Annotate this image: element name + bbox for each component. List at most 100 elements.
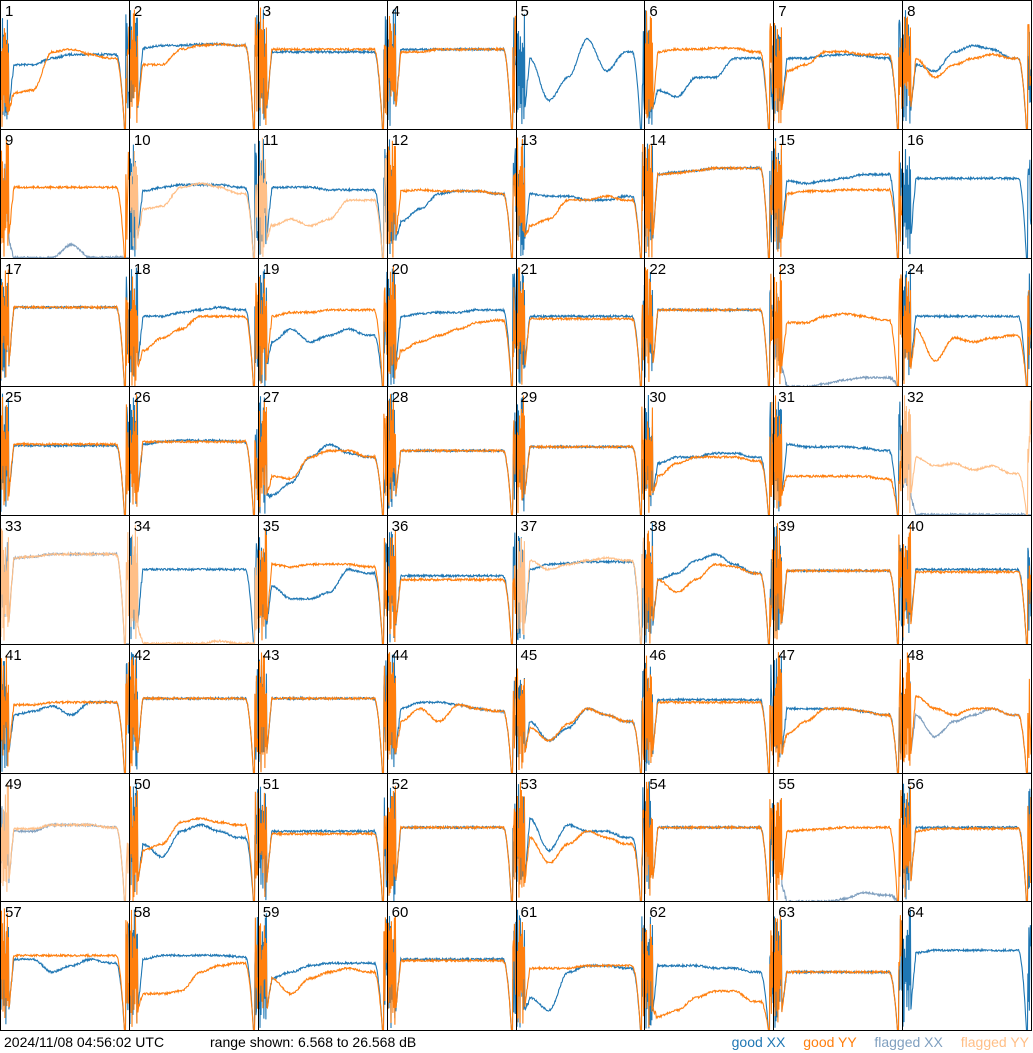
bandpass-plot	[388, 387, 516, 515]
antenna-panel-28: 28	[387, 387, 517, 516]
good-xx-trace	[259, 139, 387, 258]
good-yy-trace	[903, 17, 1031, 129]
antenna-number: 20	[391, 260, 409, 278]
antenna-number: 50	[133, 775, 151, 793]
bandpass-plot	[517, 902, 645, 1030]
antenna-number: 63	[778, 904, 795, 922]
antenna-number: 41	[5, 646, 22, 664]
bandpass-plot	[774, 516, 902, 644]
antenna-number: 7	[778, 3, 787, 20]
bandpass-plot	[388, 1, 516, 129]
good-yy-trace	[259, 918, 387, 1030]
antenna-panel-23: 23	[774, 258, 904, 388]
good-yy-trace	[517, 781, 645, 901]
bandpass-plot	[388, 130, 516, 258]
good-yy-trace	[645, 267, 773, 386]
good-xx-trace	[130, 397, 258, 515]
good-yy-trace	[1, 397, 129, 515]
good-yy-trace	[259, 276, 387, 386]
good-xx-trace	[903, 534, 1031, 644]
good-xx-trace	[1, 661, 129, 773]
good-xx-trace	[1, 276, 129, 386]
bandpass-plot	[645, 130, 773, 258]
good-xx-trace	[645, 917, 773, 1030]
good-yy-trace	[388, 785, 516, 901]
legend-flagged-xx: flagged XX	[874, 1034, 943, 1050]
antenna-panel-7: 7	[774, 1, 904, 130]
flagged-yy-trace	[1, 529, 129, 644]
bandpass-plot	[903, 1, 1031, 129]
antenna-number: 26	[133, 389, 151, 407]
antenna-number: 51	[262, 775, 280, 793]
good-xx-trace	[388, 394, 516, 515]
good-xx-trace	[903, 268, 1031, 386]
good-xx-trace	[259, 659, 387, 772]
antenna-number: 53	[520, 775, 538, 793]
antenna-number: 25	[5, 389, 22, 407]
flagged-yy-trace	[259, 138, 387, 258]
bandpass-plot	[903, 645, 1031, 773]
antenna-panel-53: 53	[516, 773, 646, 903]
antenna-panel-15: 15	[774, 129, 904, 259]
bandpass-plot	[130, 516, 258, 644]
bandpass-plot	[388, 645, 516, 773]
bandpass-plot	[517, 130, 645, 258]
antenna-number: 1	[5, 3, 14, 20]
antenna-panel-39: 39	[774, 516, 904, 645]
bandpass-plot	[774, 774, 902, 902]
flagged-xx-trace	[1, 159, 129, 257]
bandpass-plot	[645, 774, 773, 902]
antenna-panel-56: 56	[903, 773, 1032, 903]
bandpass-plot	[774, 259, 902, 387]
good-xx-trace	[130, 10, 258, 129]
good-yy-trace	[517, 396, 645, 515]
antenna-panel-25: 25	[1, 387, 130, 516]
good-xx-trace	[517, 139, 645, 257]
good-yy-trace	[774, 141, 902, 258]
bandpass-plot	[388, 259, 516, 387]
good-xx-trace	[388, 268, 516, 386]
bandpass-plot	[388, 774, 516, 902]
bandpass-plot	[903, 259, 1031, 387]
good-xx-trace	[903, 783, 1031, 901]
antenna-panel-1: 1	[1, 1, 130, 130]
antenna-number: 23	[778, 260, 795, 278]
good-yy-trace	[130, 276, 258, 386]
antenna-panel-9: 9	[1, 129, 130, 259]
good-yy-trace	[774, 265, 902, 386]
antenna-panel-19: 19	[258, 258, 388, 388]
antenna-number: 2	[133, 3, 143, 20]
good-xx-trace	[130, 267, 258, 386]
antenna-panel-50: 50	[129, 773, 259, 903]
antenna-panel-4: 4	[387, 1, 517, 130]
antenna-number: 54	[649, 775, 667, 793]
antenna-panel-41: 41	[1, 644, 130, 774]
bandpass-plot	[645, 902, 773, 1030]
bandpass-plot	[1, 259, 129, 387]
antenna-number: 4	[391, 3, 400, 20]
antenna-panel-51: 51	[258, 773, 388, 903]
good-xx-trace	[388, 652, 516, 772]
good-yy-trace	[774, 915, 902, 1030]
antenna-number: 35	[262, 518, 280, 535]
antenna-panel-21: 21	[516, 258, 646, 388]
antenna-panel-43: 43	[258, 644, 388, 774]
legend: good XX good YY flagged XX flagged YY	[718, 1032, 1029, 1053]
antenna-panel-38: 38	[645, 516, 775, 645]
antenna-panel-46: 46	[645, 644, 775, 774]
good-yy-trace	[774, 652, 902, 773]
antenna-panel-48: 48	[903, 644, 1032, 774]
bandpass-plot	[645, 1, 773, 129]
bandpass-plot	[517, 645, 645, 773]
good-yy-trace	[388, 394, 516, 515]
antenna-panel-57: 57	[1, 902, 130, 1031]
good-yy-trace	[1, 269, 129, 386]
antenna-panel-34: 34	[129, 516, 259, 645]
good-yy-trace	[1, 138, 129, 258]
antenna-panel-6: 6	[645, 1, 775, 130]
antenna-number: 28	[391, 389, 409, 407]
bandpass-plot	[130, 774, 258, 902]
good-xx-trace	[130, 783, 258, 901]
antenna-panel-5: 5	[516, 1, 646, 130]
timestamp: 2024/11/08 04:56:02 UTC	[4, 1034, 165, 1050]
